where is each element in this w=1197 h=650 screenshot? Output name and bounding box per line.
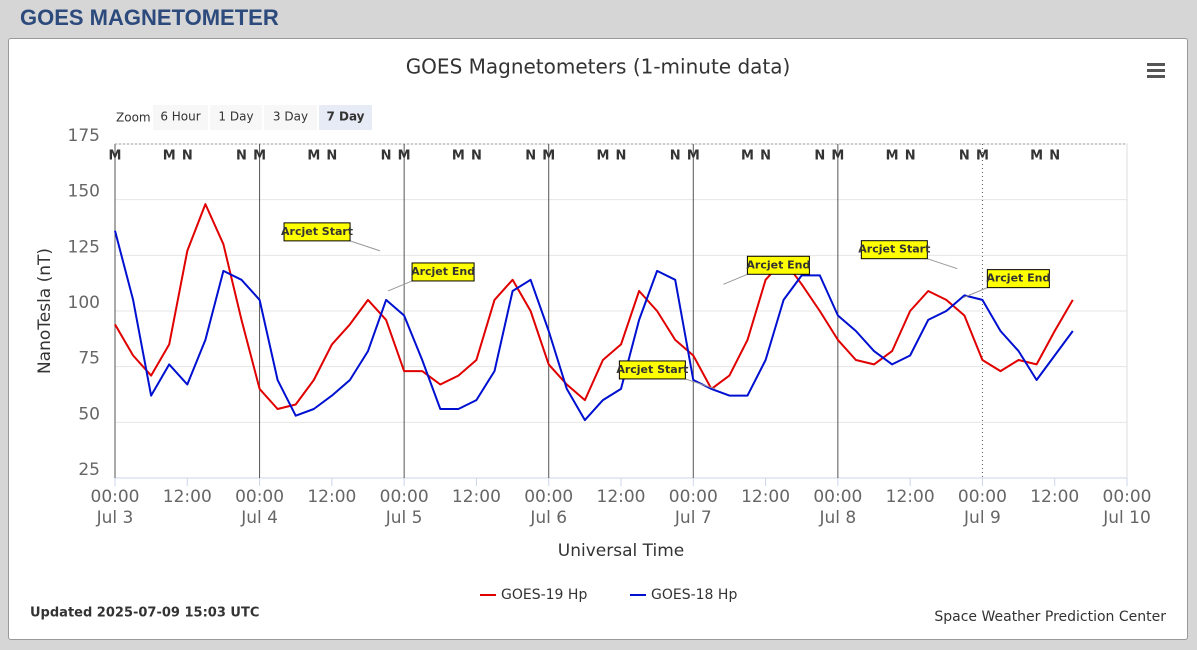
zoom-label: Zoom xyxy=(116,111,151,125)
time-marker: N xyxy=(236,149,247,164)
annotation-connector xyxy=(387,280,413,292)
chart-title: GOES Magnetometers (1-minute data) xyxy=(406,55,791,79)
time-marker: M xyxy=(741,149,754,164)
legend-label[interactable]: GOES-18 Hp xyxy=(651,587,737,603)
x-tick-label: 12:00 xyxy=(307,487,356,507)
annotation-label: Arcjet End xyxy=(411,265,475,278)
time-marker: N xyxy=(182,149,193,164)
time-marker: M xyxy=(886,149,899,164)
time-marker: M xyxy=(687,149,700,164)
x-tick-label: Jul 10 xyxy=(1102,508,1151,528)
zoom-button-label[interactable]: 6 Hour xyxy=(160,110,200,124)
x-tick-label: Jul 6 xyxy=(529,508,567,528)
annotation-label: Arcjet Start xyxy=(281,225,353,238)
time-marker: N xyxy=(814,149,825,164)
time-marker: M xyxy=(1030,149,1043,164)
annotation-label: Arcjet End xyxy=(986,272,1050,285)
y-tick-label: 100 xyxy=(68,293,100,313)
x-tick-label: 12:00 xyxy=(886,487,935,507)
time-marker: M xyxy=(976,149,989,164)
time-marker: N xyxy=(326,149,337,164)
time-marker: M xyxy=(831,149,844,164)
time-marker: M xyxy=(109,149,122,164)
annotation-label: Arcjet End xyxy=(746,258,810,271)
x-tick-label: 12:00 xyxy=(1030,487,1079,507)
y-tick-label: 150 xyxy=(68,182,100,202)
zoom-button-label[interactable]: 7 Day xyxy=(326,110,364,124)
menu-button[interactable] xyxy=(1147,63,1165,78)
series-line xyxy=(114,230,1074,422)
time-marker: N xyxy=(1049,149,1060,164)
zoom-button[interactable] xyxy=(210,105,262,130)
credit: Space Weather Prediction Center xyxy=(934,609,1166,625)
time-marker: M xyxy=(307,149,320,164)
annotation-connector xyxy=(349,240,381,252)
time-marker: N xyxy=(959,149,970,164)
annotation-box xyxy=(411,262,475,282)
x-tick-label: Jul 8 xyxy=(818,508,856,528)
header: GOES MAGNETOMETER xyxy=(0,0,1197,38)
time-marker: M xyxy=(253,149,266,164)
zoom-button-label[interactable]: 3 Day xyxy=(273,110,308,124)
y-tick-label: 25 xyxy=(78,460,100,480)
annotation-box xyxy=(986,269,1050,289)
time-marker: M xyxy=(542,149,555,164)
y-tick-label: 50 xyxy=(78,404,100,424)
time-marker: M xyxy=(452,149,465,164)
y-tick-label: 125 xyxy=(68,237,100,257)
annotation-connector xyxy=(963,287,988,299)
time-marker: N xyxy=(760,149,771,164)
annotation-box xyxy=(618,360,686,380)
page-title: GOES MAGNETOMETER xyxy=(20,5,279,30)
x-tick-label: Jul 9 xyxy=(963,508,1001,528)
x-tick-label: 12:00 xyxy=(452,487,501,507)
updated-time: Updated 2025-07-09 15:03 UTC xyxy=(30,606,259,621)
annotation-label: Arcjet Start xyxy=(858,243,930,256)
y-tick-label: 175 xyxy=(68,126,100,146)
x-tick-label: 00:00 xyxy=(235,487,284,507)
x-tick-label: 00:00 xyxy=(669,487,718,507)
x-tick-label: Jul 3 xyxy=(96,508,134,528)
y-tick-label: 75 xyxy=(78,349,100,369)
x-tick-label: 00:00 xyxy=(524,487,573,507)
zoom-button[interactable] xyxy=(319,105,372,130)
time-marker: M xyxy=(596,149,609,164)
zoom-button-label[interactable]: 1 Day xyxy=(218,110,253,124)
time-marker: N xyxy=(525,149,536,164)
x-tick-label: 12:00 xyxy=(163,487,212,507)
x-tick-label: 00:00 xyxy=(380,487,429,507)
time-marker: N xyxy=(471,149,482,164)
x-tick-label: 12:00 xyxy=(741,487,790,507)
annotation-connector xyxy=(927,258,958,270)
zoom-button[interactable] xyxy=(153,105,208,130)
x-tick-label: Jul 4 xyxy=(240,508,278,528)
time-marker: N xyxy=(616,149,627,164)
x-tick-label: 00:00 xyxy=(91,487,140,507)
x-axis-title: Universal Time xyxy=(558,541,684,561)
x-tick-label: 00:00 xyxy=(813,487,862,507)
x-tick-label: Jul 7 xyxy=(674,508,712,528)
series-line xyxy=(114,203,1074,410)
time-marker: N xyxy=(905,149,916,164)
annotation-label: Arcjet Start xyxy=(616,363,688,376)
x-tick-label: Jul 5 xyxy=(385,508,423,528)
annotation-connector xyxy=(685,378,716,390)
x-tick-label: 00:00 xyxy=(958,487,1007,507)
time-marker: N xyxy=(381,149,392,164)
time-marker: M xyxy=(398,149,411,164)
annotation-connector xyxy=(723,273,748,285)
legend-label[interactable]: GOES-19 Hp xyxy=(501,587,587,603)
time-marker: M xyxy=(163,149,176,164)
time-marker: N xyxy=(670,149,681,164)
annotation-box xyxy=(860,240,928,260)
zoom-button[interactable] xyxy=(264,105,317,130)
y-axis-title: NanoTesla (nT) xyxy=(35,248,55,374)
x-tick-label: 00:00 xyxy=(1103,487,1152,507)
x-tick-label: 12:00 xyxy=(597,487,646,507)
annotation-box xyxy=(283,222,351,242)
annotation-box xyxy=(746,255,810,275)
